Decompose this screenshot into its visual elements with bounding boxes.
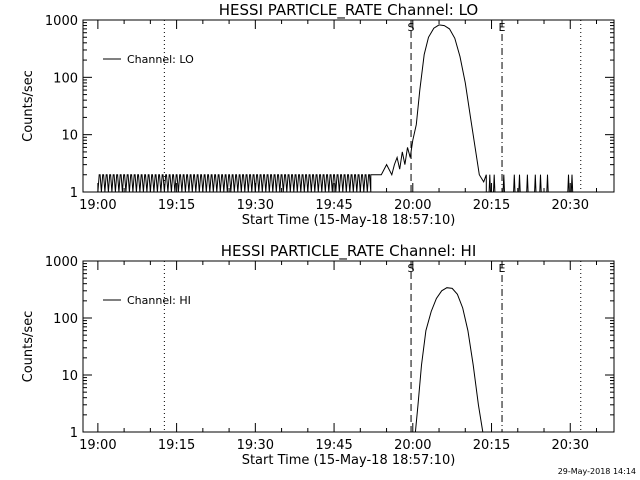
hi-chart-title: HESSI PARTICLE_RATE Channel: HI bbox=[221, 242, 477, 261]
lo-x-tick-label: 19:15 bbox=[158, 198, 195, 213]
hi-series-line bbox=[414, 287, 484, 433]
lo-marker-label: S bbox=[408, 21, 415, 34]
hi-x-tick-label: 19:15 bbox=[158, 438, 195, 453]
lo-chart-title: HESSI PARTICLE_RATE Channel: LO bbox=[219, 1, 478, 20]
lo-x-tick-label: 20:15 bbox=[473, 198, 510, 213]
hi-x-tick-label: 19:30 bbox=[237, 438, 274, 453]
hi-x-tick-label: 19:45 bbox=[315, 438, 352, 453]
lo-x-tick-label: 19:30 bbox=[237, 198, 274, 213]
hi-x-tick-label: 20:30 bbox=[552, 438, 589, 453]
lo-y-axis-label: Counts/sec bbox=[21, 70, 36, 142]
lo-x-tick-label: 20:00 bbox=[394, 198, 431, 213]
hi-x-axis-label: Start Time (15-May-18 18:57:10) bbox=[242, 453, 456, 468]
lo-x-tick-label: 19:00 bbox=[79, 198, 116, 213]
hi-marker-label: S bbox=[408, 262, 415, 275]
hi-plot-frame bbox=[82, 260, 615, 433]
lo-y-tick-label: 1 bbox=[70, 186, 78, 201]
hi-y-tick-label: 10 bbox=[61, 369, 78, 384]
lo-marker-label: E bbox=[499, 21, 506, 34]
lo-y-tick-label: 100 bbox=[53, 71, 78, 86]
hi-y-tick-label: 100 bbox=[53, 312, 78, 327]
hi-x-tick-label: 20:00 bbox=[394, 438, 431, 453]
hi-legend-label: Channel: HI bbox=[127, 294, 191, 307]
hi-marker-label: E bbox=[499, 262, 506, 275]
hi-y-axis-label: Counts/sec bbox=[21, 311, 36, 383]
hi-y-tick-label: 1000 bbox=[45, 255, 78, 270]
lo-x-tick-label: 20:30 bbox=[552, 198, 589, 213]
lo-series-line bbox=[97, 24, 574, 193]
lo-plot-frame bbox=[82, 19, 615, 193]
lo-y-tick-label: 10 bbox=[61, 129, 78, 144]
lo-y-tick-label: 1000 bbox=[45, 14, 78, 29]
hi-y-tick-label: 1 bbox=[70, 426, 78, 441]
lo-x-axis-label: Start Time (15-May-18 18:57:10) bbox=[242, 213, 456, 228]
lo-x-tick-label: 19:45 bbox=[315, 198, 352, 213]
lo-legend-label: Channel: LO bbox=[127, 53, 194, 66]
hi-x-tick-label: 20:15 bbox=[473, 438, 510, 453]
hi-x-tick-label: 19:00 bbox=[79, 438, 116, 453]
print-timestamp: 29-May-2018 14:14 bbox=[558, 467, 636, 476]
